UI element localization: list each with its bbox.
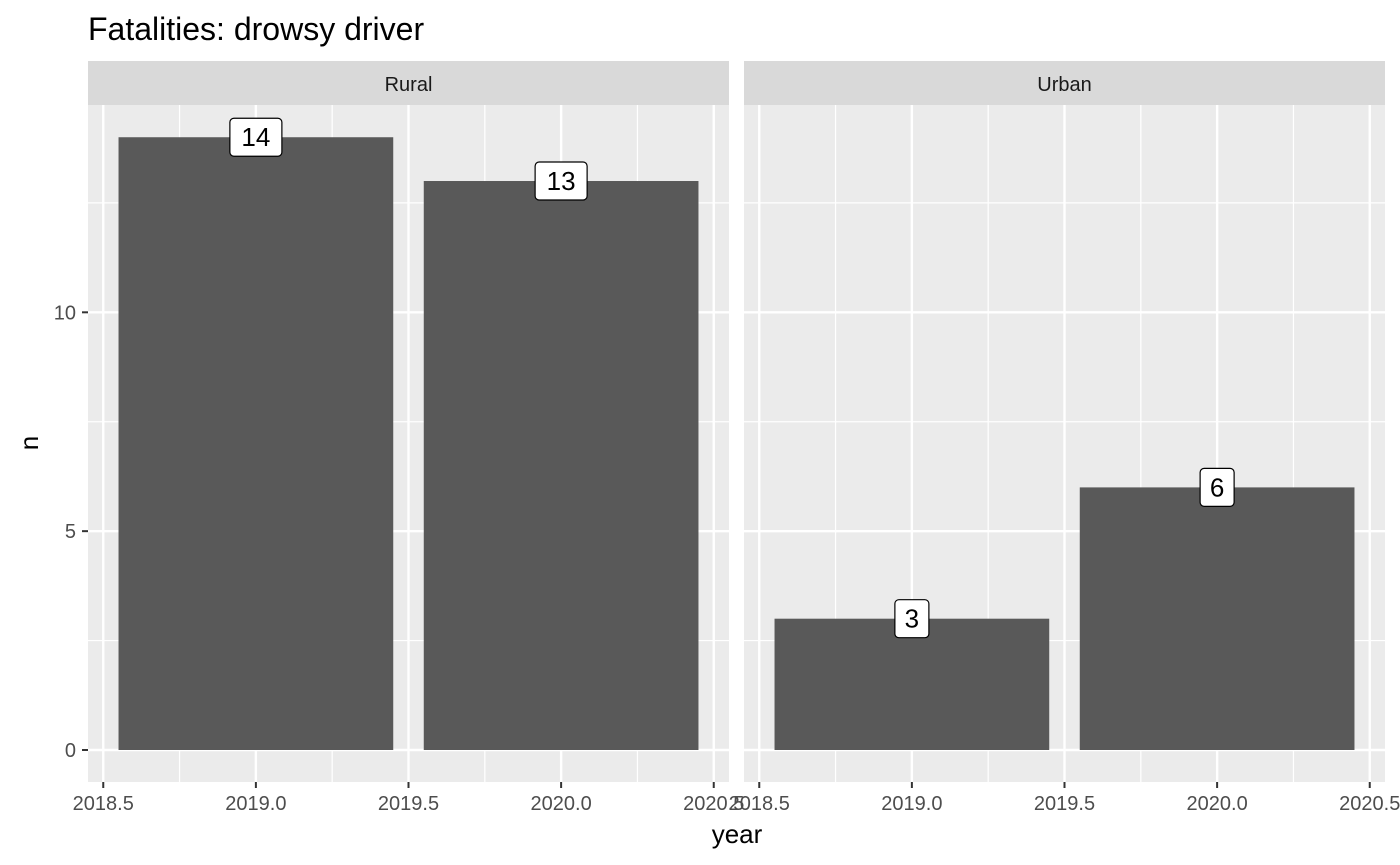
x-tick-label: 2018.5 <box>729 793 790 815</box>
y-tick-label: 5 <box>65 521 76 543</box>
y-tick-label: 10 <box>54 302 76 324</box>
facet-strip <box>88 61 729 105</box>
x-tick-label: 2020.5 <box>683 793 744 815</box>
data-label: 13 <box>547 166 576 196</box>
bar <box>118 137 394 750</box>
data-label: 14 <box>241 122 270 152</box>
data-label-box <box>1199 467 1235 507</box>
data-label-box <box>534 161 588 201</box>
x-tick-label: 2019.5 <box>378 793 439 815</box>
x-tick-label: 2018.5 <box>73 793 134 815</box>
facet-strip-label: Rural <box>385 74 433 96</box>
bar <box>423 181 699 750</box>
x-tick-label: 2019.0 <box>225 793 286 815</box>
data-label: 6 <box>1210 472 1224 502</box>
bar <box>1079 487 1355 750</box>
facet-strip-label: Urban <box>1037 74 1091 96</box>
x-tick-label: 2020.5 <box>1339 793 1400 815</box>
chart-title: Fatalities: drowsy driver <box>88 11 424 47</box>
x-tick-label: 2019.5 <box>1034 793 1095 815</box>
x-tick-label: 2019.0 <box>881 793 942 815</box>
bar <box>774 618 1050 750</box>
x-tick-label: 2020.0 <box>531 793 592 815</box>
y-axis-title: n <box>14 436 44 450</box>
data-label-box <box>229 117 283 157</box>
facet-panel-urban: Urban 3 6 2018.5 2019.0 2019.5 2020.0 2020.5 <box>729 61 1400 815</box>
data-label: 3 <box>905 604 919 634</box>
x-axis-title: year <box>712 819 763 849</box>
data-label-box <box>894 599 930 639</box>
x-tick-label: 2020.0 <box>1187 793 1248 815</box>
y-tick-label: 0 <box>65 740 76 762</box>
facet-panel-rural: Rural 14 13 2018.5 2019.0 2019.5 2020.0 2020.5 <box>73 61 744 815</box>
facet-strip <box>744 61 1385 105</box>
y-axis: 0 5 10 <box>54 302 88 762</box>
